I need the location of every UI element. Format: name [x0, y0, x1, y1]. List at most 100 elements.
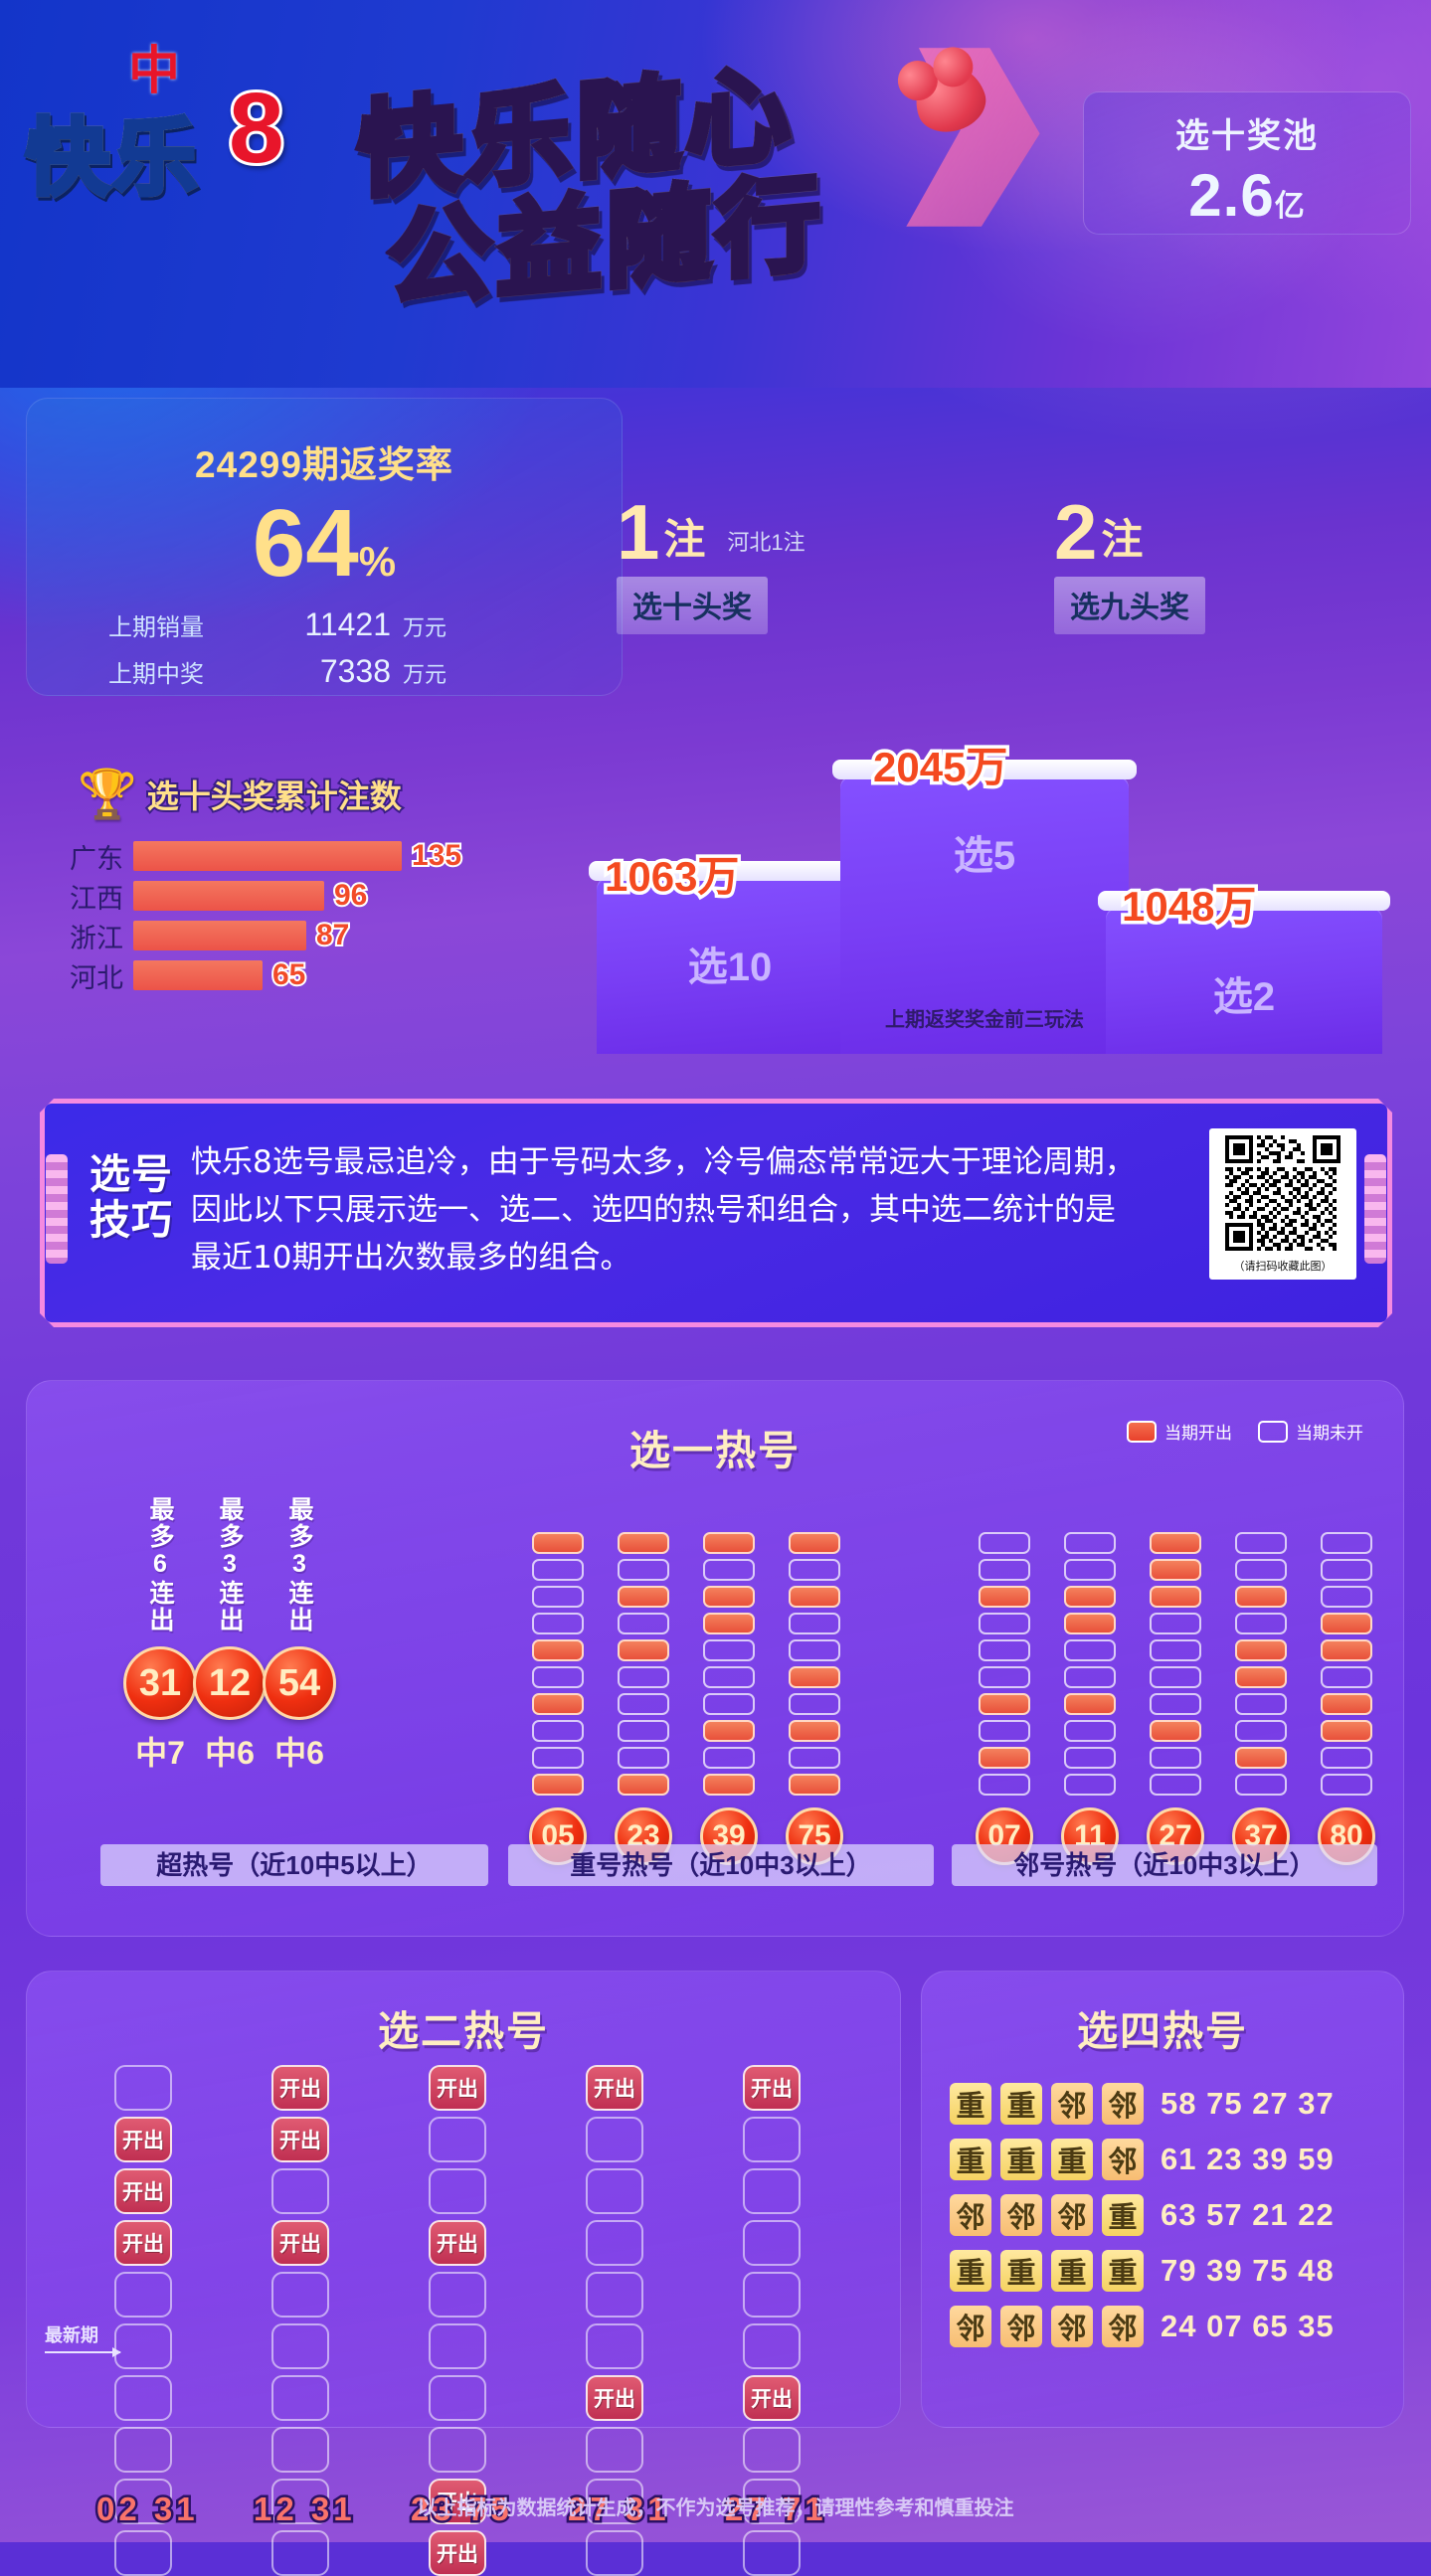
cell-drawn: [532, 1532, 584, 1554]
winner-count: 1: [617, 488, 660, 576]
repeat-tag: 重: [950, 2250, 991, 2292]
cell-drawn: 开出: [114, 2117, 172, 2162]
hero-background: [0, 0, 1431, 388]
cell-not-drawn: [114, 2530, 172, 2576]
cell-drawn: [703, 1586, 755, 1608]
pick4-row: 邻邻邻重 63 57 21 22: [950, 2194, 1403, 2236]
repeat-tag: 重: [1102, 2194, 1144, 2236]
stat-unit: 万元: [403, 661, 447, 687]
podium-bar-pick2: 选2: [1098, 891, 1390, 1054]
cell-drawn: [979, 1693, 1030, 1715]
winner-block-pick10: 1 注 河北1注 选十头奖: [617, 488, 805, 635]
tips-panel: 选号 技巧 快乐8选号最忌追冷，由于号码太多，冷号偏态常常远大于理论周期，因此以…: [40, 1099, 1392, 1327]
cell-not-drawn: [586, 2220, 643, 2266]
hit-count-label: 中6: [274, 1735, 324, 1771]
pick2-pair-label: 12 31: [252, 2489, 356, 2530]
cell-not-drawn: [1321, 1559, 1372, 1581]
bar-chart-row: 江西 96: [42, 877, 559, 914]
cell-not-drawn: [271, 2479, 329, 2524]
number-history-column: [1321, 1532, 1372, 1796]
bar-category-label: 广东: [70, 843, 123, 874]
jackpot-winners: 1 注 河北1注 选十头奖 2 注 选九头奖: [617, 488, 1412, 676]
cell-not-drawn: [1150, 1666, 1201, 1688]
winner-tag: 选九头奖: [1054, 577, 1205, 635]
cell-drawn: [1064, 1586, 1116, 1608]
hero-banner: 中 快乐 8 快乐随心 公益随行 选十奖池 2.6亿: [0, 0, 1431, 504]
cell-not-drawn: [114, 2427, 172, 2473]
bar-value-label: 65: [270, 956, 307, 993]
bar-chart-title: 选十头奖累计注数: [145, 776, 404, 816]
bar-category-label: 河北: [70, 962, 123, 993]
cell-not-drawn: [532, 1559, 584, 1581]
return-rate-card: 24299期返奖率 64% 上期销量 11421 万元 上期中奖 7338 万元: [26, 398, 623, 696]
cell-not-drawn: [789, 1559, 840, 1581]
podium-amount-pick2: 1048万: [1118, 880, 1259, 934]
pick4-numbers: 79 39 75 48: [1161, 2253, 1335, 2288]
repeat-tag: 重: [950, 2139, 991, 2180]
pick4-row: 重重邻邻 58 75 27 37: [950, 2083, 1403, 2125]
cell-not-drawn: [114, 2479, 172, 2524]
podium-cap: [589, 861, 871, 881]
return-rate-title: 24299期返奖率: [195, 444, 453, 485]
cell-not-drawn: [429, 2168, 486, 2214]
cell-not-drawn: [979, 1720, 1030, 1742]
cell-not-drawn: [429, 2375, 486, 2421]
cell-drawn: 开出: [743, 2375, 801, 2421]
legend-chip-on-icon: [1127, 1420, 1157, 1443]
cell-not-drawn: [743, 2220, 801, 2266]
cell-not-drawn: [743, 2427, 801, 2473]
cell-drawn: [532, 1774, 584, 1796]
cell-drawn: [1321, 1639, 1372, 1661]
bar: [133, 881, 324, 911]
cell-drawn: [703, 1774, 755, 1796]
prize-pool-value: 2.6: [1188, 162, 1275, 229]
cell-not-drawn: [532, 1666, 584, 1688]
cell-not-drawn: [1064, 1666, 1116, 1688]
winner-block-pick9: 2 注 选九头奖: [1054, 493, 1205, 635]
cell-not-drawn: [1064, 1720, 1116, 1742]
cell-drawn: 开出: [586, 2065, 643, 2111]
cell-not-drawn: [1321, 1586, 1372, 1608]
cell-not-drawn: [703, 1666, 755, 1688]
pick4-row: 重重重邻 61 23 39 59: [950, 2139, 1403, 2180]
pick2-hot-card: 选二热号 开出 开出 开出 02 31 开出 开出 开出 12 31 开出 开出 开出 开出 23 75…: [26, 1971, 901, 2576]
province-bar-chart: 🏆 选十头奖累计注数 广东 135 江西 96 浙江 87 河北 65: [42, 766, 559, 1064]
cell-not-drawn: [532, 1720, 584, 1742]
neighbor-tag: 邻: [1102, 2139, 1144, 2180]
cell-drawn: [789, 1532, 840, 1554]
bar-chart-rows: 广东 135 江西 96 浙江 87 河北 65: [42, 837, 559, 993]
repeat-tag: 重: [1051, 2250, 1093, 2292]
podium-bar-pick5: 选5 上期返奖奖金前三玩法: [832, 760, 1137, 1054]
pick4-hot-card: 选四热号 重重邻邻 58 75 27 37 重重重邻 61 23 39 59 邻邻邻重 6…: [921, 1971, 1404, 2428]
tips-right-ear-icon: [1364, 1154, 1386, 1264]
cell-not-drawn: [1064, 1639, 1116, 1661]
cell-not-drawn: [743, 2530, 801, 2576]
streak-label: 最多3连出: [285, 1496, 313, 1633]
pick4-rows: 重重邻邻 58 75 27 37 重重重邻 61 23 39 59 邻邻邻重 63 57 …: [950, 2083, 1403, 2347]
pick4-row: 邻邻邻邻 24 07 65 35: [950, 2306, 1403, 2347]
cell-not-drawn: [789, 1613, 840, 1634]
cell-not-drawn: [271, 2427, 329, 2473]
cell-not-drawn: [743, 2168, 801, 2214]
cell-drawn: 开出: [743, 2065, 801, 2111]
cell-not-drawn: [532, 1613, 584, 1634]
bar: [133, 921, 306, 950]
cell-drawn: [1321, 1693, 1372, 1715]
lottery-ball: 31: [123, 1646, 197, 1720]
repeat-tag: 重: [1102, 2250, 1144, 2292]
legend-label: 当期开出: [1164, 1424, 1232, 1443]
winner-tag: 选十头奖: [617, 577, 768, 635]
lottery-ball: 12: [193, 1646, 267, 1720]
return-rate-value: 64%: [27, 493, 622, 595]
qr-code-box[interactable]: （请扫码收藏此图）: [1209, 1128, 1356, 1280]
podium-cap: [1098, 891, 1390, 911]
cell-drawn: 开出: [271, 2220, 329, 2266]
podium-chart: 选10 选5 上期返奖奖金前三玩法 选2 1063万 2045万 1048万: [589, 726, 1412, 1054]
neighbor-tag: 邻: [950, 2306, 991, 2347]
pick4-numbers: 24 07 65 35: [1161, 2309, 1335, 2343]
cell-drawn: 开出: [114, 2220, 172, 2266]
stat-label: 上期中奖: [108, 660, 204, 688]
repeat-tag: 重: [950, 2083, 991, 2125]
cell-not-drawn: [271, 2530, 329, 2576]
cell-drawn: [703, 1613, 755, 1634]
